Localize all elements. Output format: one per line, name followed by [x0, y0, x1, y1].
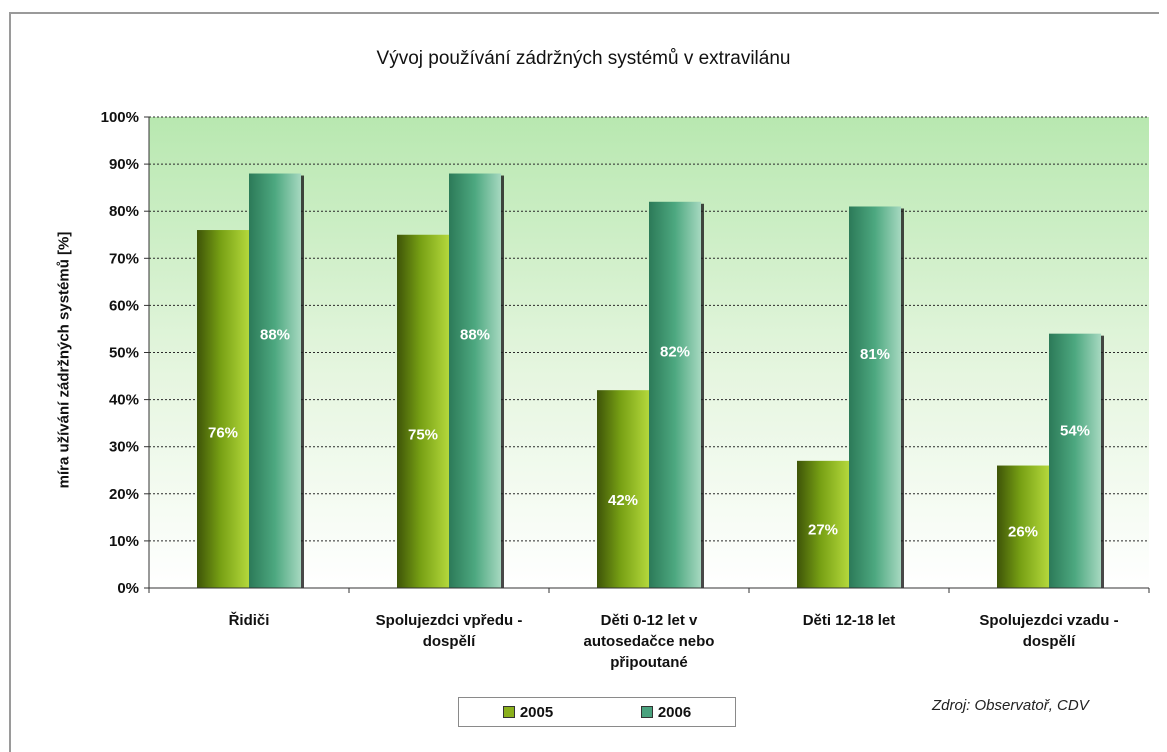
y-tick-label: 0%	[117, 580, 139, 597]
y-tick-label: 80%	[109, 203, 139, 220]
y-tick-label: 60%	[109, 297, 139, 314]
data-label-2006-4: 54%	[1060, 422, 1090, 439]
x-category-label: Děti 12-18 let	[802, 612, 896, 629]
chart-title: Vývoj používání zádržných systémů v extr…	[376, 48, 791, 69]
data-label-2005-0: 76%	[208, 425, 238, 442]
bar-2005-3	[797, 460, 849, 588]
y-tick-label: 100%	[101, 109, 139, 126]
y-tick-label: 30%	[109, 439, 139, 456]
bar-2006-3	[849, 206, 901, 589]
bars-group: 76% 88% 75% 88% 42% 82% 27% 81% 26% 54%	[197, 173, 1104, 589]
y-tick-label: 90%	[109, 156, 139, 173]
source-note: Zdroj: Observatoř, CDV	[932, 697, 1089, 714]
data-label-2006-3: 81%	[860, 346, 890, 363]
x-category-label: Děti 0-12 let v autosedačce nebo připout…	[583, 612, 715, 671]
data-label-2005-2: 42%	[608, 492, 638, 509]
chart-frame	[9, 12, 1159, 752]
y-tick-label: 70%	[109, 250, 139, 267]
legend-label-2006: 2006	[657, 703, 692, 721]
bar-2006-4	[1049, 333, 1101, 588]
x-category-label: Řidiči	[228, 612, 270, 629]
data-label-2005-3: 27%	[808, 522, 838, 539]
legend-swatch-2005	[502, 706, 515, 718]
y-axis-label: míra užívání zádržných systémů [%]	[55, 231, 73, 489]
data-label-2006-0: 88%	[260, 326, 290, 343]
bar-2005-4	[997, 465, 1049, 588]
legend-item-2006: 2006	[640, 703, 692, 721]
y-tick-label: 10%	[109, 533, 139, 550]
bar-2006-2	[649, 201, 701, 588]
bar-2006-1	[449, 173, 501, 588]
data-label-2005-1: 75%	[408, 427, 438, 444]
y-tick-label: 50%	[109, 345, 139, 362]
bar-2005-0	[197, 230, 249, 589]
legend-swatch-2006	[640, 706, 653, 718]
data-label-2006-1: 88%	[460, 326, 490, 343]
axes-group: 0% 10% 20% 30% 40% 50% 60% 70% 80% 90% 100%	[101, 109, 1150, 597]
bar-2005-1	[397, 234, 449, 588]
legend-item-2005: 2005	[502, 703, 554, 721]
legend: 2005 2006	[458, 697, 736, 727]
y-tick-label: 40%	[109, 392, 139, 409]
data-label-2005-4: 26%	[1008, 524, 1038, 541]
chart-canvas: 76% 88% 75% 88% 42% 82% 27% 81% 26% 54% 0% 10% 20% 3…	[101, 109, 1150, 597]
legend-label-2005: 2005	[519, 703, 554, 721]
x-category-label: Spolujezdci vzadu - dospělí	[979, 612, 1119, 650]
bar-2006-0	[249, 173, 301, 588]
x-category-label: Spolujezdci vpředu - dospělí	[375, 612, 523, 650]
y-tick-label: 20%	[109, 486, 139, 503]
bar-2005-2	[597, 390, 649, 588]
data-label-2006-2: 82%	[660, 343, 690, 360]
